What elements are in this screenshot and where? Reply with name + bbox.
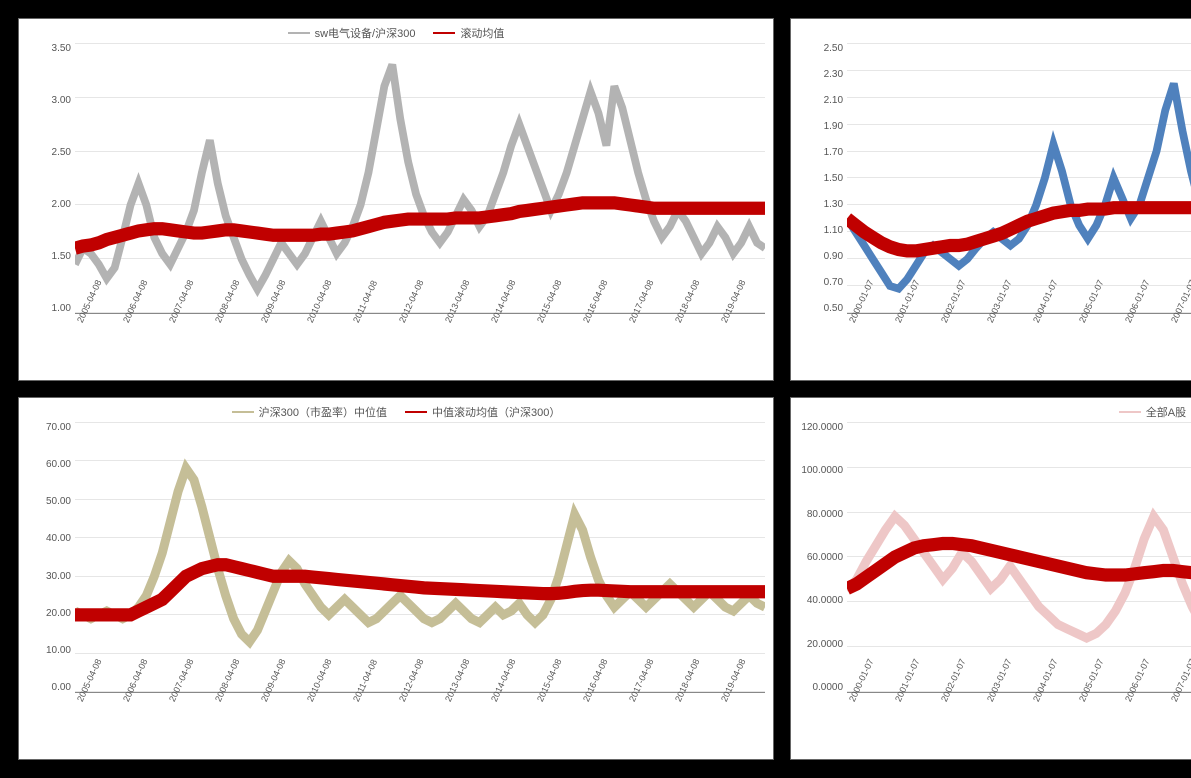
y-tick-label: 70.00 bbox=[27, 422, 71, 433]
y-tick-label: 10.00 bbox=[27, 645, 71, 656]
y-tick-label: 1.00 bbox=[27, 303, 71, 314]
y-tick-label: 0.70 bbox=[799, 277, 843, 288]
legend-label: sw电气设备/沪深300 bbox=[315, 25, 416, 41]
y-tick-label: 60.00 bbox=[27, 459, 71, 470]
legend: sw电气设备/沪深300 滚动均值 bbox=[27, 25, 765, 41]
line-svg bbox=[847, 43, 1191, 313]
y-tick-label: 40.0000 bbox=[799, 595, 843, 606]
legend-swatch bbox=[288, 32, 310, 35]
y-tick-label: 2.50 bbox=[27, 147, 71, 158]
y-tick-label: 80.0000 bbox=[799, 509, 843, 520]
y-tick-label: 2.30 bbox=[799, 69, 843, 80]
plot-area bbox=[75, 43, 765, 314]
legend-item: 中值滚动均值（沪深300） bbox=[405, 404, 560, 420]
y-tick-label: 0.00 bbox=[27, 682, 71, 693]
y-tick-label: 0.0000 bbox=[799, 682, 843, 693]
chart-grid: sw电气设备/沪深300 滚动均值 3.50 3.00 2.50 2.00 1.50 1.00… bbox=[18, 18, 1173, 760]
legend-swatch bbox=[433, 32, 455, 35]
legend-swatch bbox=[405, 411, 427, 414]
y-tick-label: 120.0000 bbox=[799, 422, 843, 433]
y-tick-label: 1.50 bbox=[799, 173, 843, 184]
x-axis: 2000-01-072001-01-072002-01-072003-01-07… bbox=[847, 314, 1191, 372]
y-tick-label: 0.90 bbox=[799, 251, 843, 262]
y-tick-label: 0.50 bbox=[799, 303, 843, 314]
x-axis: 2005-04-082006-04-082007-04-082008-04-08… bbox=[75, 693, 765, 751]
series-primary bbox=[847, 427, 1191, 638]
legend: 全部A股（市盈率）中位值中值滚动均值（全部A股） bbox=[799, 404, 1191, 420]
y-tick-label: 1.10 bbox=[799, 225, 843, 236]
y-tick-label: 1.70 bbox=[799, 147, 843, 158]
legend-item: 滚动均值 bbox=[433, 25, 504, 41]
y-tick-label: 3.00 bbox=[27, 95, 71, 106]
panel-bottom-right: 全部A股（市盈率）中位值中值滚动均值（全部A股） 120.0000 100.0000… bbox=[790, 397, 1191, 760]
y-tick-label: 1.90 bbox=[799, 121, 843, 132]
legend-item: 全部A股（市盈率）中位值 bbox=[1119, 404, 1191, 420]
legend-swatch bbox=[1119, 411, 1141, 414]
legend-item: 沪深300（市盈率）中位值 bbox=[232, 404, 387, 420]
line-svg bbox=[75, 43, 765, 313]
legend-label: 滚动均值 bbox=[460, 25, 504, 41]
y-tick-label: 50.00 bbox=[27, 496, 71, 507]
chart-body: 3.50 3.00 2.50 2.00 1.50 1.00 bbox=[27, 43, 765, 314]
line-svg bbox=[75, 422, 765, 692]
panel-bottom-left: 沪深300（市盈率）中位值 中值滚动均值（沪深300） 70.00 60.00 50.0… bbox=[18, 397, 774, 760]
plot-area bbox=[847, 43, 1191, 314]
series-primary bbox=[847, 84, 1191, 289]
y-axis: 2.50 2.30 2.10 1.90 1.70 1.50 1.30 1.10 0.90 0.70… bbox=[799, 43, 847, 314]
y-axis: 70.00 60.00 50.00 40.00 30.00 20.00 10.00 0.00 bbox=[27, 422, 75, 693]
plot-area bbox=[75, 422, 765, 693]
y-tick-label: 2.50 bbox=[799, 43, 843, 54]
series-rolling-mean bbox=[75, 565, 765, 615]
legend-label: 全部A股（市盈率）中位值 bbox=[1146, 404, 1191, 420]
x-axis: 2000-01-072001-01-072002-01-072003-01-07… bbox=[847, 693, 1191, 751]
legend-label: 沪深300（市盈率）中位值 bbox=[259, 404, 387, 420]
line-svg bbox=[847, 422, 1191, 692]
y-axis: 3.50 3.00 2.50 2.00 1.50 1.00 bbox=[27, 43, 75, 314]
panel-top-left: sw电气设备/沪深300 滚动均值 3.50 3.00 2.50 2.00 1.50 1.00… bbox=[18, 18, 774, 381]
y-tick-label: 1.30 bbox=[799, 199, 843, 210]
plot-area bbox=[847, 422, 1191, 693]
panel-top-right: 电气设备/全A滚动均值 2.50 2.30 2.10 1.90 1.70 1.50 1.30 1… bbox=[790, 18, 1191, 381]
series-primary bbox=[75, 65, 765, 290]
series-primary bbox=[75, 468, 765, 642]
legend-item: sw电气设备/沪深300 bbox=[288, 25, 416, 41]
y-tick-label: 60.0000 bbox=[799, 552, 843, 563]
y-tick-label: 1.50 bbox=[27, 251, 71, 262]
legend-swatch bbox=[232, 411, 254, 414]
y-tick-label: 2.00 bbox=[27, 199, 71, 210]
legend-label: 中值滚动均值（沪深300） bbox=[432, 404, 560, 420]
chart-body: 120.0000 100.0000 80.0000 60.0000 40.0000 20.… bbox=[799, 422, 1191, 693]
y-tick-label: 2.10 bbox=[799, 95, 843, 106]
y-axis: 120.0000 100.0000 80.0000 60.0000 40.0000 20.… bbox=[799, 422, 847, 693]
y-tick-label: 100.0000 bbox=[799, 465, 843, 476]
chart-body: 2.50 2.30 2.10 1.90 1.70 1.50 1.30 1.10 0.90 0.70… bbox=[799, 43, 1191, 314]
x-axis: 2005-04-082006-04-082007-04-082008-04-08… bbox=[75, 314, 765, 372]
y-tick-label: 3.50 bbox=[27, 43, 71, 54]
chart-body: 70.00 60.00 50.00 40.00 30.00 20.00 10.00 0.00 bbox=[27, 422, 765, 693]
y-tick-label: 20.00 bbox=[27, 608, 71, 619]
legend: 电气设备/全A滚动均值 bbox=[799, 25, 1191, 41]
series-rolling-mean bbox=[847, 208, 1191, 251]
y-tick-label: 40.00 bbox=[27, 533, 71, 544]
legend: 沪深300（市盈率）中位值 中值滚动均值（沪深300） bbox=[27, 404, 765, 420]
y-tick-label: 20.0000 bbox=[799, 639, 843, 650]
y-tick-label: 30.00 bbox=[27, 571, 71, 582]
